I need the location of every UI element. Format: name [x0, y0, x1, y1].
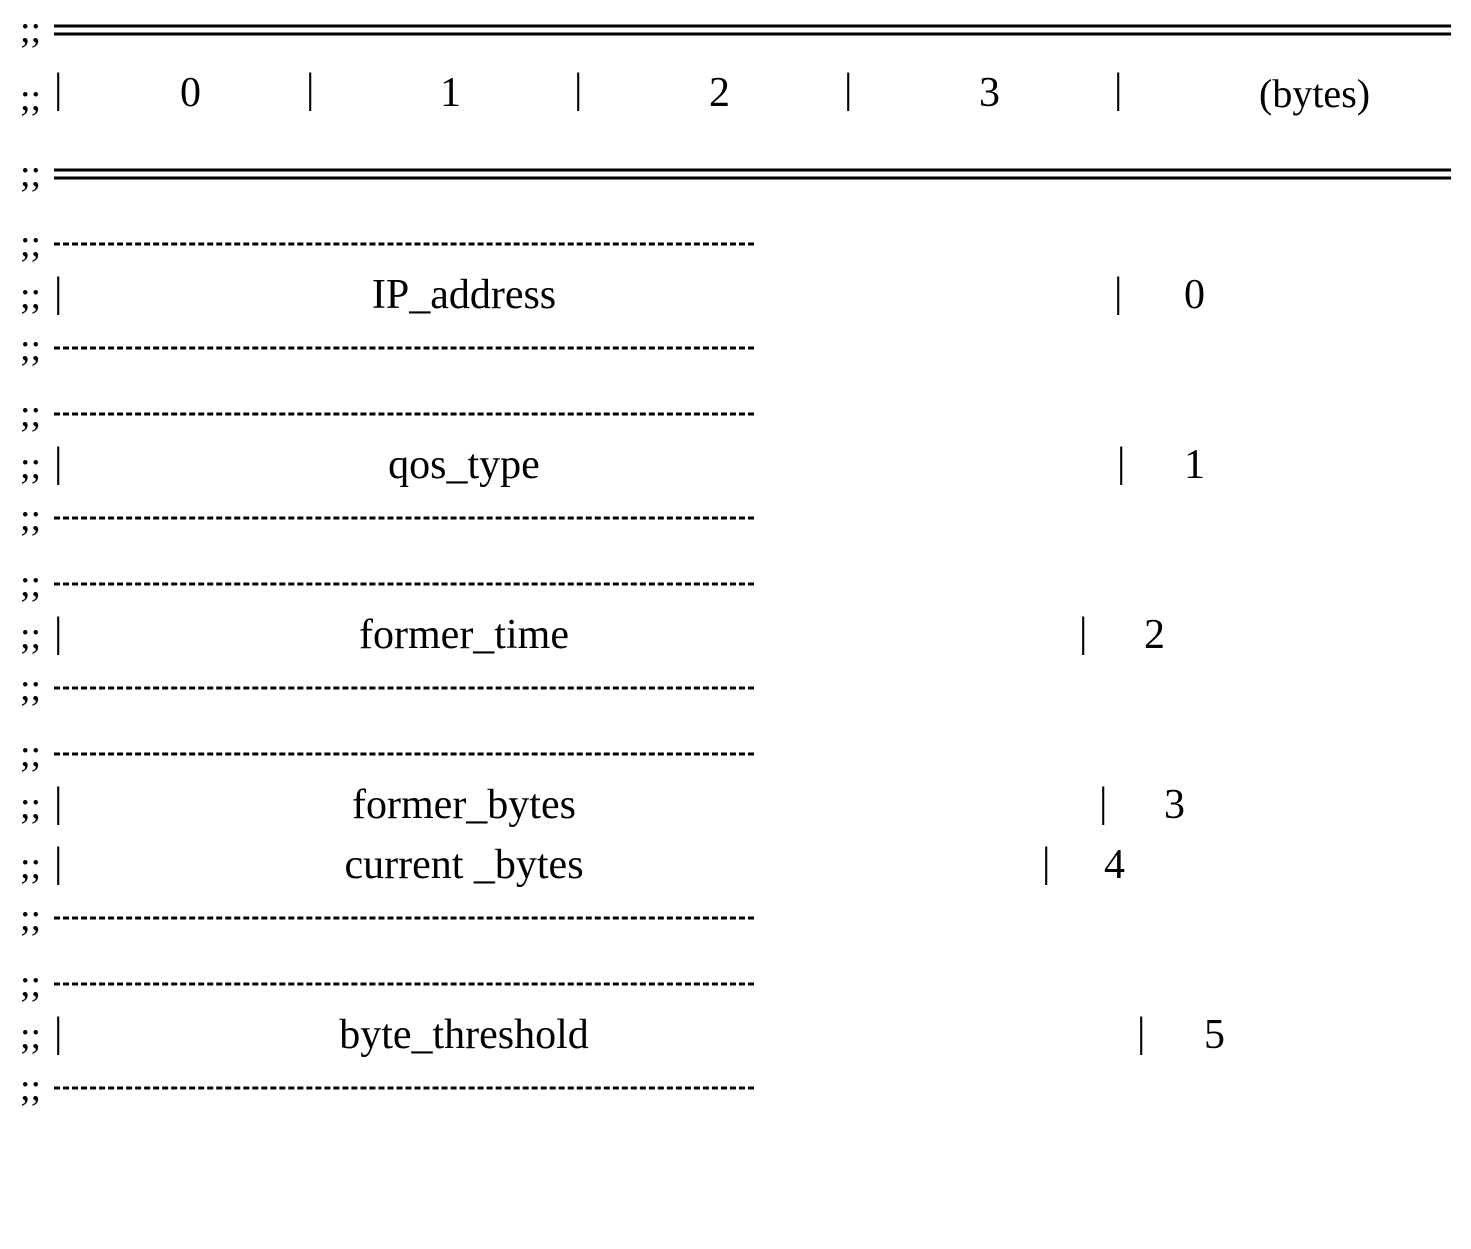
field-dash-rule — [54, 564, 1451, 604]
ruler-pipe: | — [306, 68, 314, 110]
field-label: qos_type — [388, 444, 540, 486]
prefix: ;; — [20, 1017, 54, 1055]
header-bottom-rule-row: ;; — [20, 154, 1451, 194]
header-bottom-double-rule — [54, 154, 1451, 194]
prefix: ;; — [20, 1069, 54, 1107]
field-pipe-right: | — [1137, 1012, 1145, 1054]
field-qos_type: | qos_type | 1 — [54, 438, 1451, 494]
prefix: ;; — [20, 499, 54, 537]
field-dash-rule — [54, 498, 1451, 538]
field-current_bytes: | current _bytes | 4 — [54, 838, 1451, 894]
ruler-pipe: | — [54, 68, 62, 110]
prefix: ;; — [20, 277, 54, 315]
ruler-pipe: | — [574, 68, 582, 110]
prefix: ;; — [20, 669, 54, 707]
prefix: ;; — [20, 735, 54, 773]
ruler-col-2: 2 — [709, 72, 730, 114]
field-pipe-left: | — [54, 782, 62, 824]
ruler-col-0: 0 — [180, 72, 201, 114]
header-ruler-row: ;; | 0 | 1 | 2 | 3 | (bytes) — [20, 68, 1451, 128]
field-label: current _bytes — [344, 844, 583, 886]
field-pipe-left: | — [54, 442, 62, 484]
field-ip_address: | IP_address | 0 — [54, 268, 1451, 324]
field-dash-rule — [54, 328, 1451, 368]
field-pipe-left: | — [54, 842, 62, 884]
prefix: ;; — [20, 847, 54, 885]
field-pipe-left: | — [54, 612, 62, 654]
field-dash-rule — [54, 394, 1451, 434]
field-former_time: | former_time | 2 — [54, 608, 1451, 664]
field-pipe-right: | — [1079, 612, 1087, 654]
prefix: ;; — [20, 617, 54, 655]
ruler-col-3: 3 — [979, 72, 1000, 114]
field-byte_threshold: | byte_threshold | 5 — [54, 1008, 1451, 1064]
field-dash-rule — [54, 1068, 1451, 1108]
field-label: former_time — [359, 614, 569, 656]
field-dash-rule — [54, 964, 1451, 1004]
fields-container: ;;;;|IP_address|0;;;;;;|qos_type|1;;;;;;… — [20, 224, 1451, 1108]
prefix: ;; — [20, 565, 54, 603]
field-pipe-left: | — [54, 1012, 62, 1054]
top-double-rule — [54, 10, 1451, 50]
ruler-col-1: 1 — [440, 72, 461, 114]
top-rule-row: ;; — [20, 10, 1451, 50]
field-pipe-right: | — [1117, 442, 1125, 484]
field-offset: 0 — [1184, 274, 1205, 316]
field-pipe-right: | — [1099, 782, 1107, 824]
prefix: ;; — [20, 225, 54, 263]
prefix: ;; — [20, 787, 54, 825]
field-dash-rule — [54, 734, 1451, 774]
field-pipe-left: | — [54, 272, 62, 314]
byte-ruler: | 0 | 1 | 2 | 3 | (bytes) — [54, 68, 1451, 128]
prefix: ;; — [20, 395, 54, 433]
prefix: ;; — [20, 447, 54, 485]
field-pipe-right: | — [1042, 842, 1050, 884]
field-label: byte_threshold — [339, 1014, 589, 1056]
field-former_bytes: | former_bytes | 3 — [54, 778, 1451, 834]
field-pipe-right: | — [1114, 272, 1122, 314]
field-dash-rule — [54, 224, 1451, 264]
field-dash-rule — [54, 898, 1451, 938]
prefix: ;; — [20, 329, 54, 367]
ruler-unit-label: (bytes) — [1259, 74, 1370, 114]
prefix: ;; — [20, 155, 54, 193]
prefix: ;; — [20, 965, 54, 1003]
field-offset: 1 — [1184, 444, 1205, 486]
field-label: IP_address — [372, 274, 556, 316]
field-dash-rule — [54, 668, 1451, 708]
field-offset: 4 — [1104, 844, 1125, 886]
diagram-root: ;; ;; |0|1|2|3|(bytes) ;; ;;;;|IP_addres… — [0, 0, 1471, 1249]
field-offset: 3 — [1164, 784, 1185, 826]
field-label: former_bytes — [352, 784, 576, 826]
prefix: ;; — [20, 11, 54, 49]
prefix: ;; — [20, 79, 54, 117]
field-offset: 5 — [1204, 1014, 1225, 1056]
ruler-pipe: | — [1114, 68, 1122, 110]
ruler-pipe: | — [844, 68, 852, 110]
field-offset: 2 — [1144, 614, 1165, 656]
prefix: ;; — [20, 899, 54, 937]
